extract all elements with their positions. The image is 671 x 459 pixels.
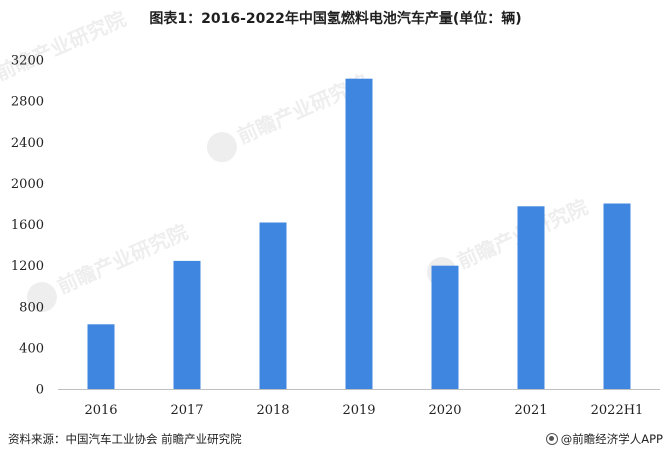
bar-2019 bbox=[345, 78, 373, 389]
y-tick-label: 0 bbox=[36, 383, 44, 398]
x-tick-label: 2019 bbox=[342, 403, 375, 418]
footer: 资料来源：中国汽车工业协会 前瞻产业研究院 @前瞻经济学人APP bbox=[8, 431, 663, 449]
brand-logo-icon bbox=[545, 433, 558, 445]
x-tick-label: 2016 bbox=[84, 403, 117, 418]
brand-text: @前瞻经济学人APP bbox=[560, 432, 663, 446]
y-tick-label: 800 bbox=[19, 300, 44, 315]
bar-2021 bbox=[517, 206, 545, 389]
x-tick-label: 2017 bbox=[170, 403, 203, 418]
bar-2017 bbox=[173, 260, 201, 389]
x-tick-label: 2018 bbox=[256, 403, 289, 418]
brand-label: @前瞻经济学人APP bbox=[545, 431, 663, 447]
bar-2020 bbox=[431, 265, 459, 389]
y-tick-label: 1200 bbox=[11, 259, 44, 274]
y-tick-label: 2000 bbox=[11, 177, 44, 192]
source-text: 资料来源：中国汽车工业协会 前瞻产业研究院 bbox=[8, 432, 242, 446]
y-tick-label: 2800 bbox=[11, 95, 44, 110]
x-tick-label: 2020 bbox=[428, 403, 461, 418]
y-tick-label: 3200 bbox=[11, 54, 44, 69]
y-tick-label: 1600 bbox=[11, 218, 44, 233]
y-tick-label: 400 bbox=[19, 341, 44, 356]
y-tick-label: 2400 bbox=[11, 136, 44, 151]
bar-2022H1 bbox=[603, 203, 631, 389]
x-tick-label: 2022H1 bbox=[591, 403, 644, 418]
chart-title: 图表1：2016-2022年中国氢燃料电池汽车产量(单位：辆) bbox=[149, 11, 522, 27]
x-tick-label: 2021 bbox=[514, 403, 547, 418]
bar-2018 bbox=[259, 222, 287, 389]
bar-2016 bbox=[87, 324, 115, 389]
